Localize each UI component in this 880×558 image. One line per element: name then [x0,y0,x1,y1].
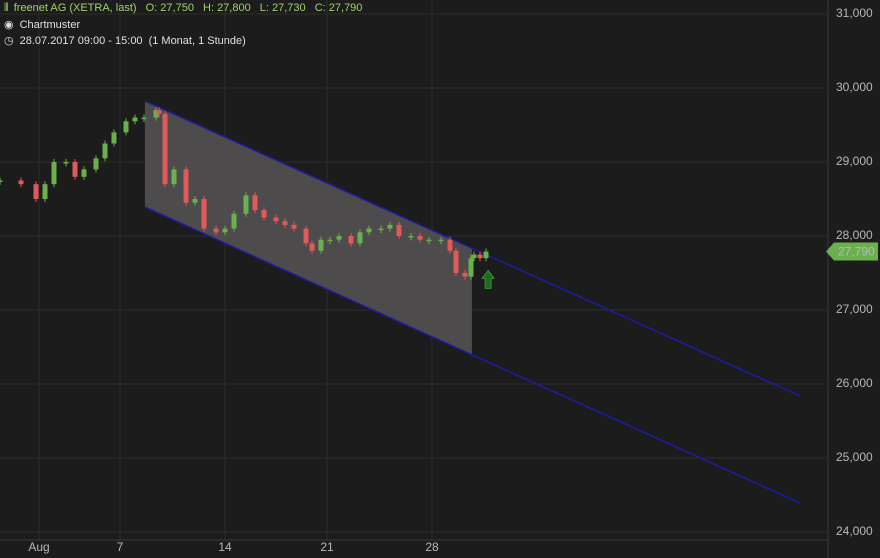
chart-icon: ⫴ [4,2,9,14]
candle [273,217,279,222]
target-icon: ◉ [4,19,14,31]
period: 28.07.2017 09:00 - 15:00 [19,35,143,47]
y-tick-label: 30,000 [836,80,873,94]
candle [387,224,393,229]
y-tick-label: 26,000 [836,376,873,390]
candle [33,184,39,199]
candle [438,239,444,242]
x-tick-label: 21 [320,540,334,554]
candle [231,213,237,229]
x-tick-label: 7 [117,540,124,554]
x-tick-label: 28 [425,540,439,554]
candle [477,254,483,259]
candle [462,273,468,277]
y-tick-label: 24,000 [836,524,873,538]
candle [93,158,99,170]
candle [453,250,459,273]
x-tick-label: Aug [28,540,49,554]
channel-area [144,101,472,355]
ohlc-low: L: 27,730 [259,2,306,14]
candle [318,239,324,251]
candle [303,228,309,244]
last-price-box [826,242,878,261]
candle [111,132,117,144]
channel-line [144,206,801,504]
candle [408,236,414,238]
candle [213,228,219,233]
y-tick-label: 29,000 [836,154,873,168]
pattern-line: ◉ Chartmuster [4,18,86,31]
candle [252,195,258,211]
candle [468,258,474,277]
y-tick-label: 27,000 [836,302,873,316]
candle [102,143,108,159]
candle [426,239,432,242]
candle [141,117,147,120]
candle [81,169,87,177]
candle [201,199,207,229]
candle [309,243,315,251]
candle [471,254,477,259]
candle [72,162,78,177]
candle [42,184,48,199]
candle [123,121,129,133]
candle [396,224,402,236]
candle [417,236,423,240]
candle [222,228,228,233]
candle [63,162,69,164]
candle [18,180,24,185]
candle [0,180,3,182]
candle [261,210,267,218]
candle [378,228,384,231]
header-line: ⫴ freenet AG (XETRA, last) O: 27,750 H: … [4,2,368,15]
y-tick-label: 25,000 [836,450,873,464]
clock-icon: ◷ [4,35,14,47]
candle [366,228,372,233]
candle [243,195,249,214]
candle [447,239,453,251]
candle [51,162,57,185]
candle [327,239,333,242]
channel-line [144,100,801,397]
candle [156,110,162,114]
candle [291,224,297,229]
x-tick-label: 14 [218,540,232,554]
y-tick-label: 31,000 [836,6,873,20]
y-tick-label: 28,000 [836,228,873,242]
last-price-label: 27,790 [838,245,875,259]
interval: (1 Monat, 1 Stunde) [148,35,246,47]
ohlc-close: C: 27,790 [314,2,363,14]
period-line: ◷ 28.07.2017 09:00 - 15:00 (1 Monat, 1 Stu… [4,34,252,47]
candle [153,110,159,118]
pattern-label: Chartmuster [19,19,81,31]
candle [357,232,363,244]
candle [183,169,189,203]
signal-arrow [481,269,495,289]
chart-title: freenet AG (XETRA, last) [13,2,137,14]
candle [132,117,138,122]
ohlc-open: O: 27,750 [145,2,194,14]
candle [483,251,489,259]
ohlc-high: H: 27,800 [203,2,251,14]
candle [282,221,288,225]
candle [336,236,342,240]
candle [171,169,177,185]
candle [162,113,168,185]
candle [348,236,354,244]
candle [192,199,198,203]
